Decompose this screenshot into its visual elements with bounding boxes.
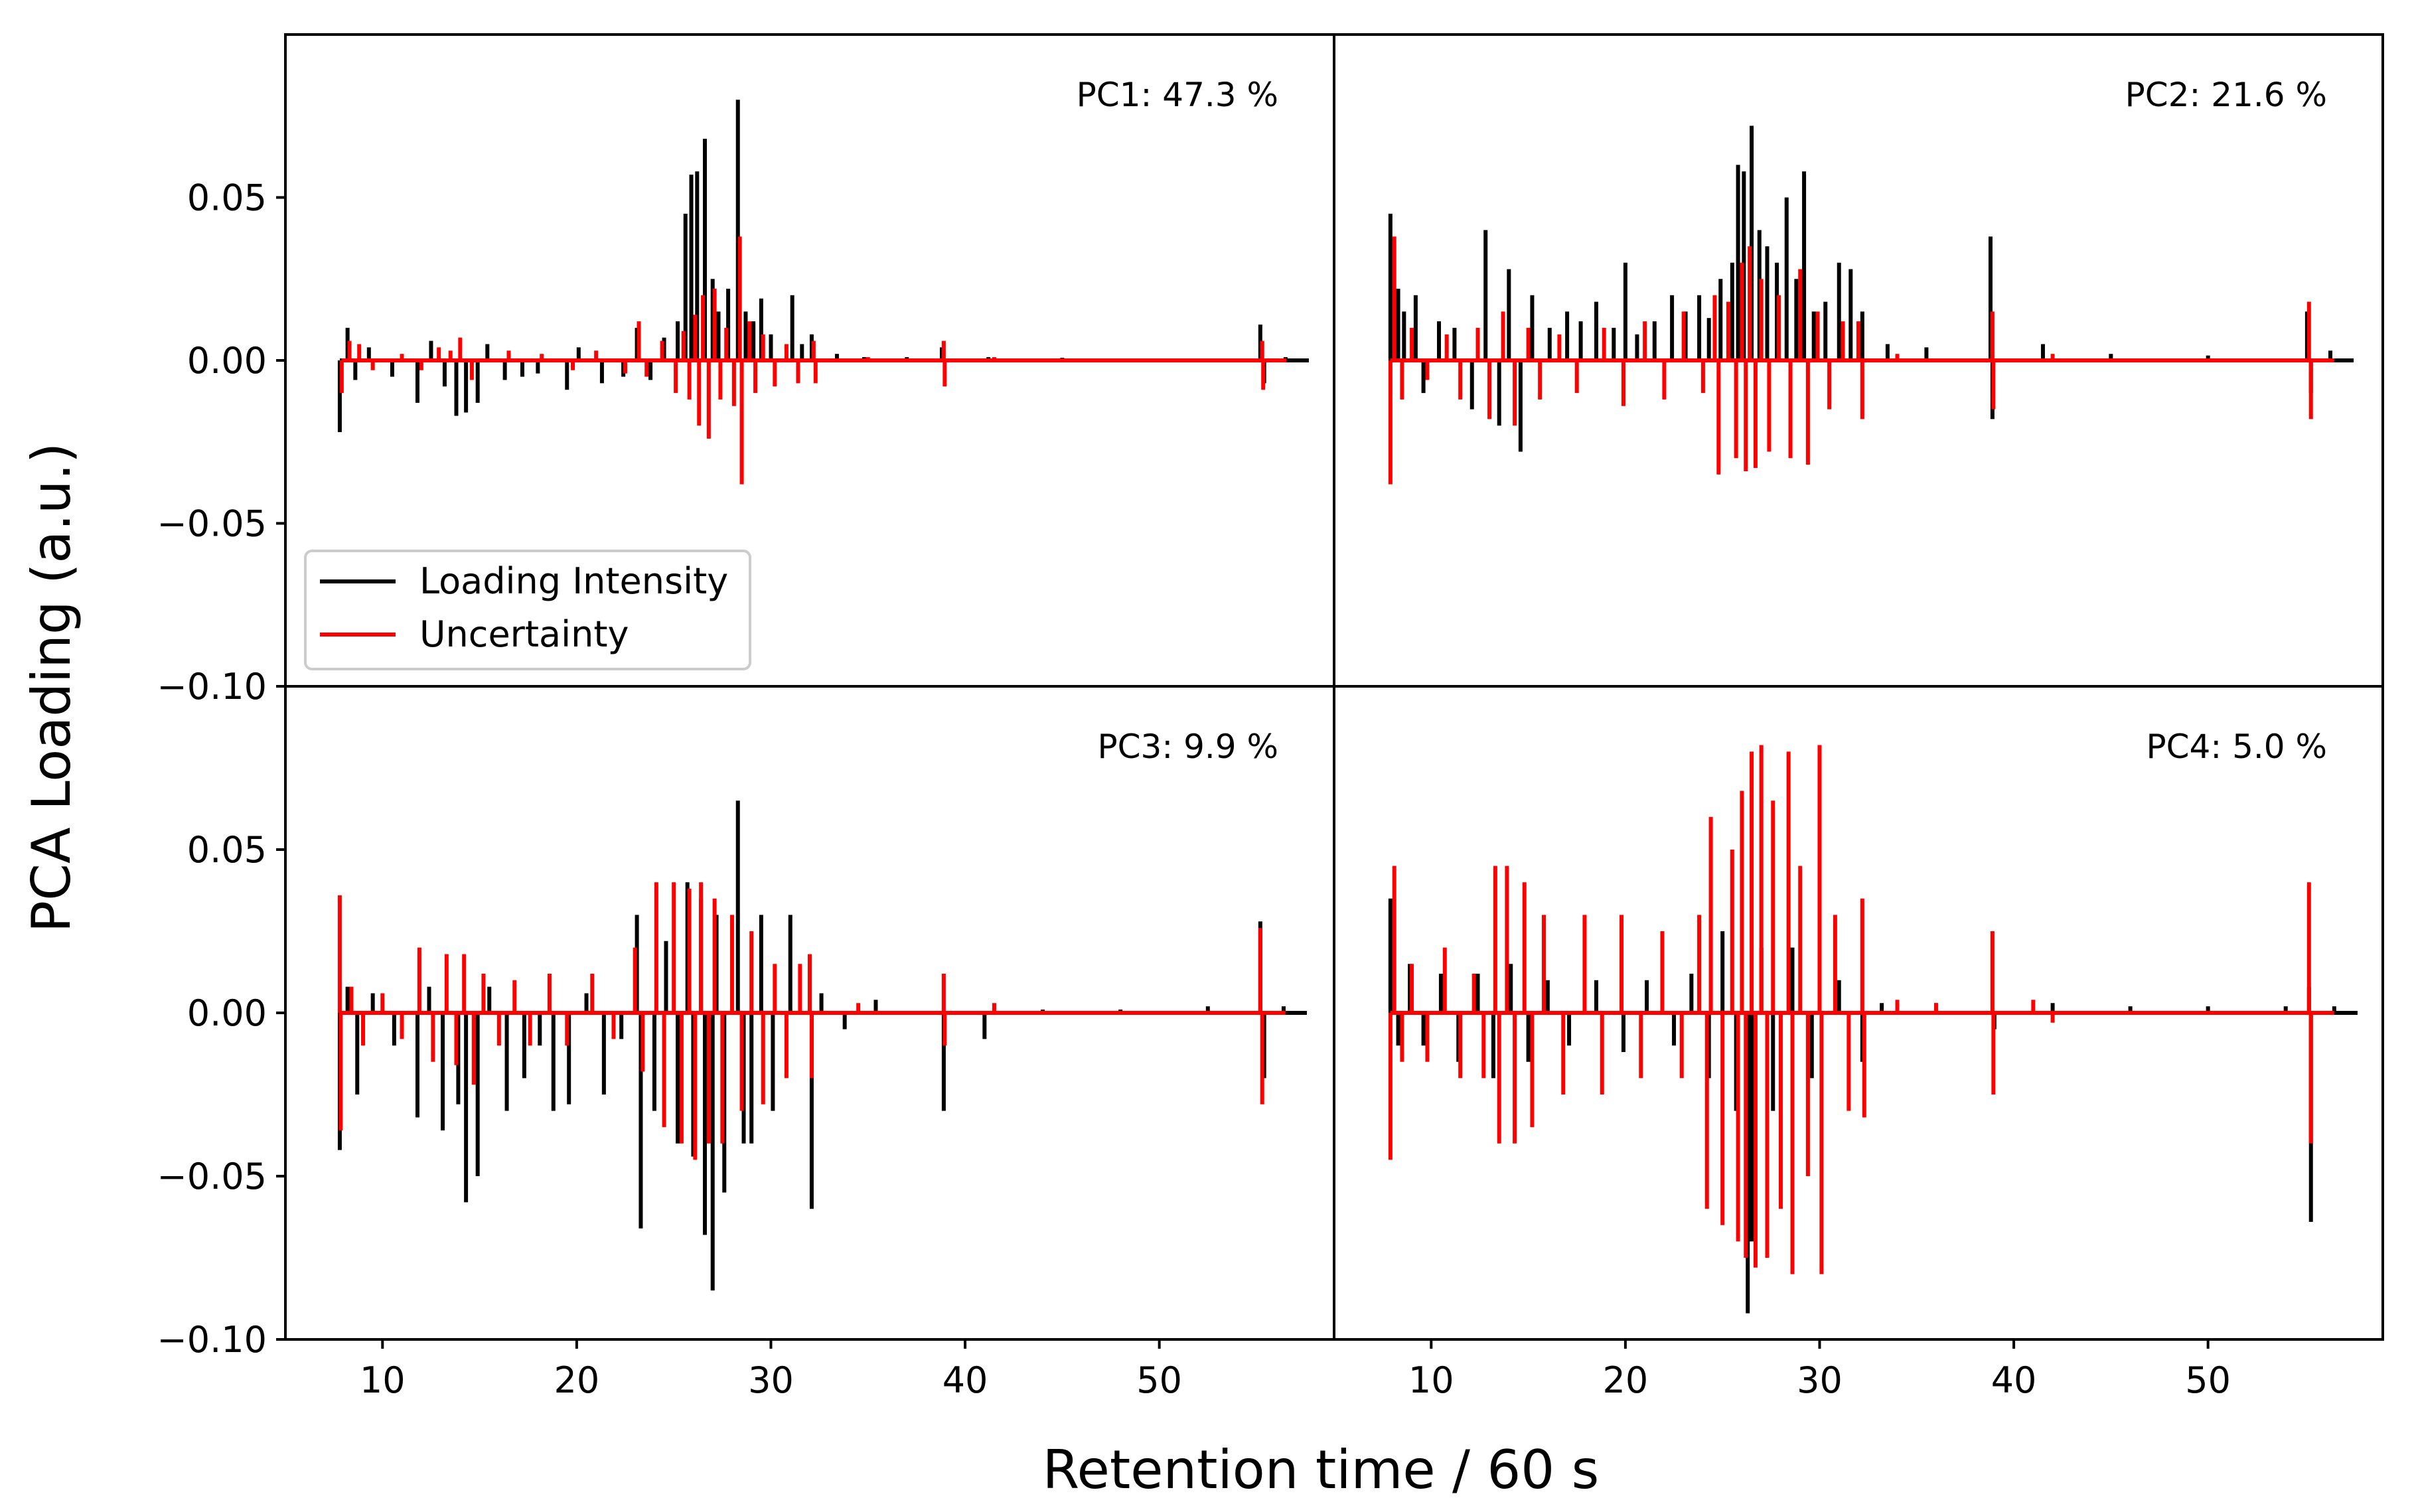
- pc4-variance-annotation: PC4: 5.0 %: [2146, 727, 2327, 766]
- pc3-x-tick-label: 50: [1136, 1359, 1182, 1401]
- legend-box: [304, 550, 751, 670]
- pc3-y-tick-label: −0.10: [157, 1319, 267, 1361]
- pc3-variance-annotation: PC3: 9.9 %: [1097, 727, 1278, 766]
- pc4-series-uncertainty: [1388, 745, 2334, 1274]
- pc1-y-tick-label: −0.10: [157, 666, 267, 708]
- legend-label-loading: Loading Intensity: [419, 560, 728, 602]
- pc1-variance-annotation: PC1: 47.3 %: [1077, 76, 1278, 114]
- pc3-y-tick-label: 0.05: [187, 829, 267, 871]
- legend: Loading Intensity Uncertainty: [304, 550, 751, 670]
- pc2-series-uncertainty: [1388, 236, 2334, 485]
- pc4-x-tick-label: 10: [1408, 1359, 1454, 1401]
- panel-pc4: 10 20 30 40 50 PC4: 5.0 %: [1333, 685, 2384, 1401]
- panel-pc1: 0.05 0.00 −0.05 −0.10 PC1: 47.3 %: [157, 33, 1335, 708]
- pc3-series-uncertainty: [337, 882, 1286, 1160]
- pc3-y-tick-label: −0.05: [157, 1156, 267, 1197]
- legend-label-uncertainty: Uncertainty: [419, 613, 629, 655]
- panel-pc2: PC2: 21.6 %: [1333, 33, 2384, 688]
- pc1-y-tick-label: −0.05: [157, 503, 267, 545]
- pc3-x-tick-label: 40: [942, 1359, 988, 1401]
- pc3-y-tick-label: 0.00: [187, 992, 267, 1034]
- pc4-x-tick-label: 50: [2185, 1359, 2231, 1401]
- pc3-x-tick-label: 30: [748, 1359, 794, 1401]
- pc4-x-tick-label: 30: [1797, 1359, 1843, 1401]
- x-axis-label: Retention time / 60 s: [1043, 1439, 1600, 1501]
- pc4-x-tick-label: 40: [1991, 1359, 2037, 1401]
- pc1-y-tick-label: 0.05: [187, 177, 267, 219]
- panel-pc3: 10 20 30 40 50 0.05 0.00 −0.05 −0.10 PC3: 9.9 %: [157, 685, 1335, 1401]
- pc3-x-tick-label: 10: [360, 1359, 406, 1401]
- y-axis-label: PCA Loading (a.u.): [21, 443, 82, 933]
- pc1-y-tick-label: 0.00: [187, 340, 267, 382]
- pc2-variance-annotation: PC2: 21.6 %: [2125, 76, 2327, 114]
- pc4-frame: [1333, 685, 2384, 1341]
- pc4-x-tick-label: 20: [1603, 1359, 1649, 1401]
- pc1-series-uncertainty: [339, 236, 1287, 485]
- pc3-x-tick-label: 20: [554, 1359, 600, 1401]
